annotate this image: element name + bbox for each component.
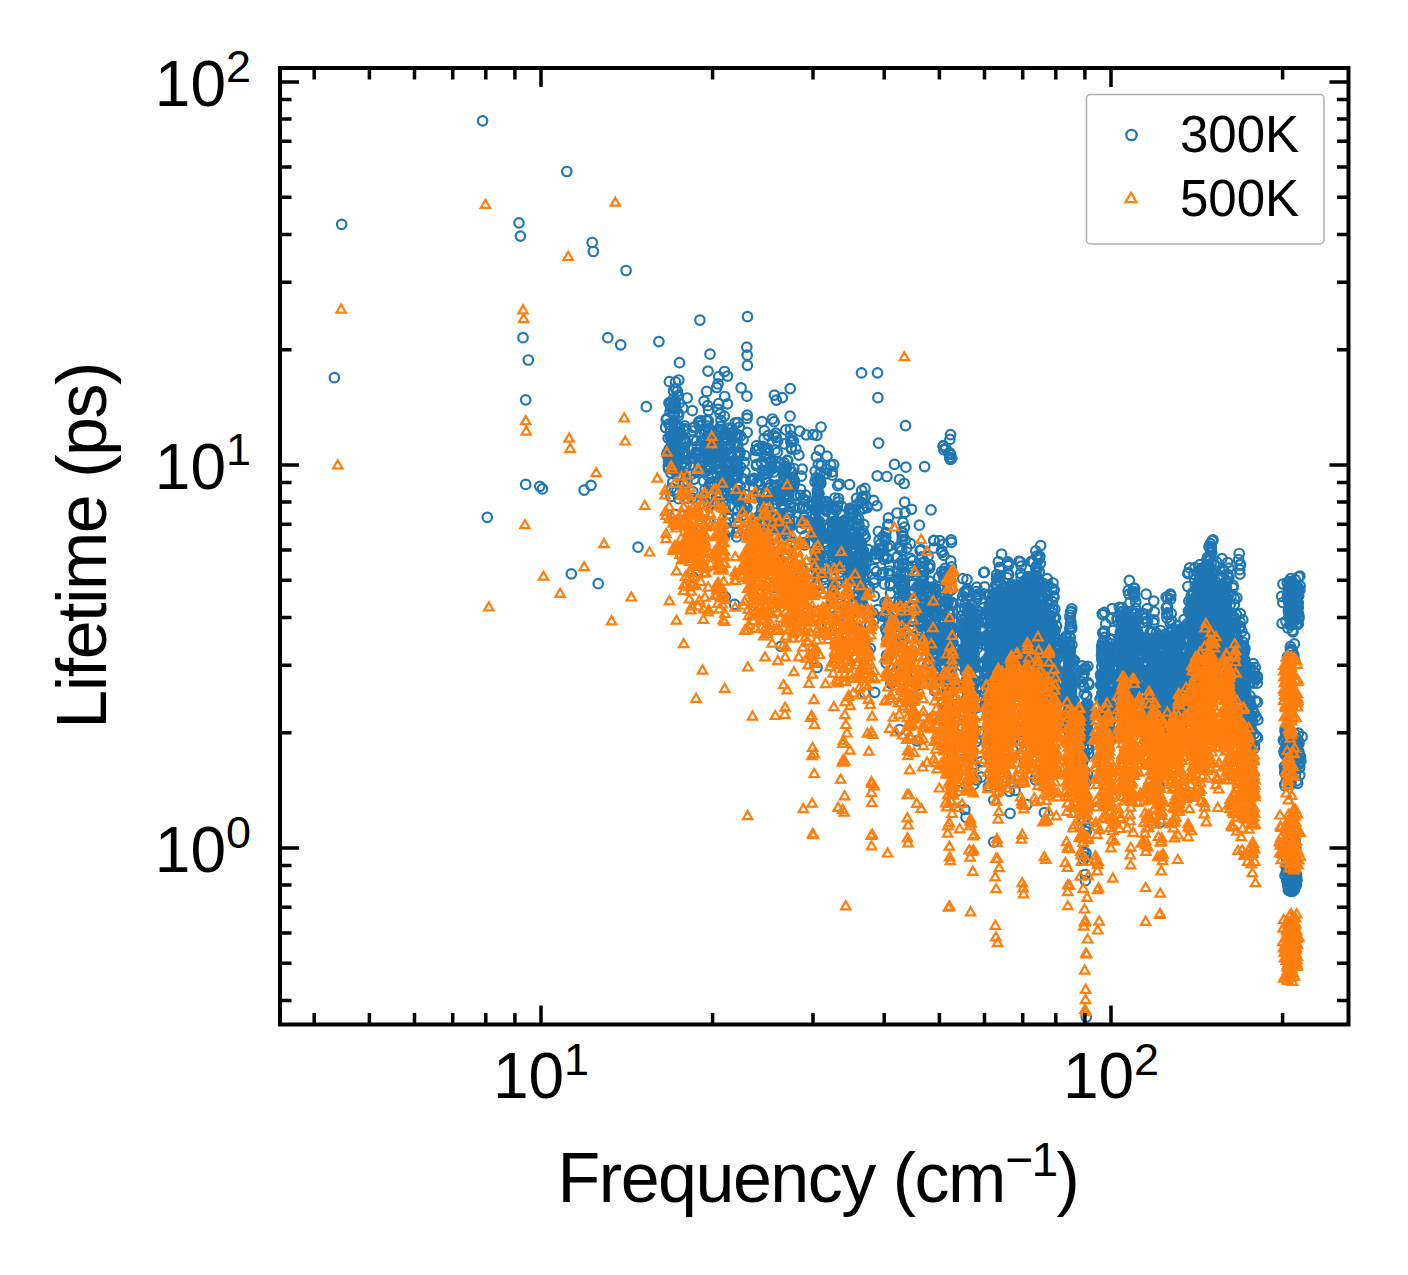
svg-text:500K: 500K <box>1180 170 1299 227</box>
svg-text:300K: 300K <box>1180 106 1299 163</box>
svg-text:Lifetime (ps): Lifetime (ps) <box>43 363 121 729</box>
svg-text:Frequency (cm−1): Frequency (cm−1) <box>558 1133 1079 1217</box>
